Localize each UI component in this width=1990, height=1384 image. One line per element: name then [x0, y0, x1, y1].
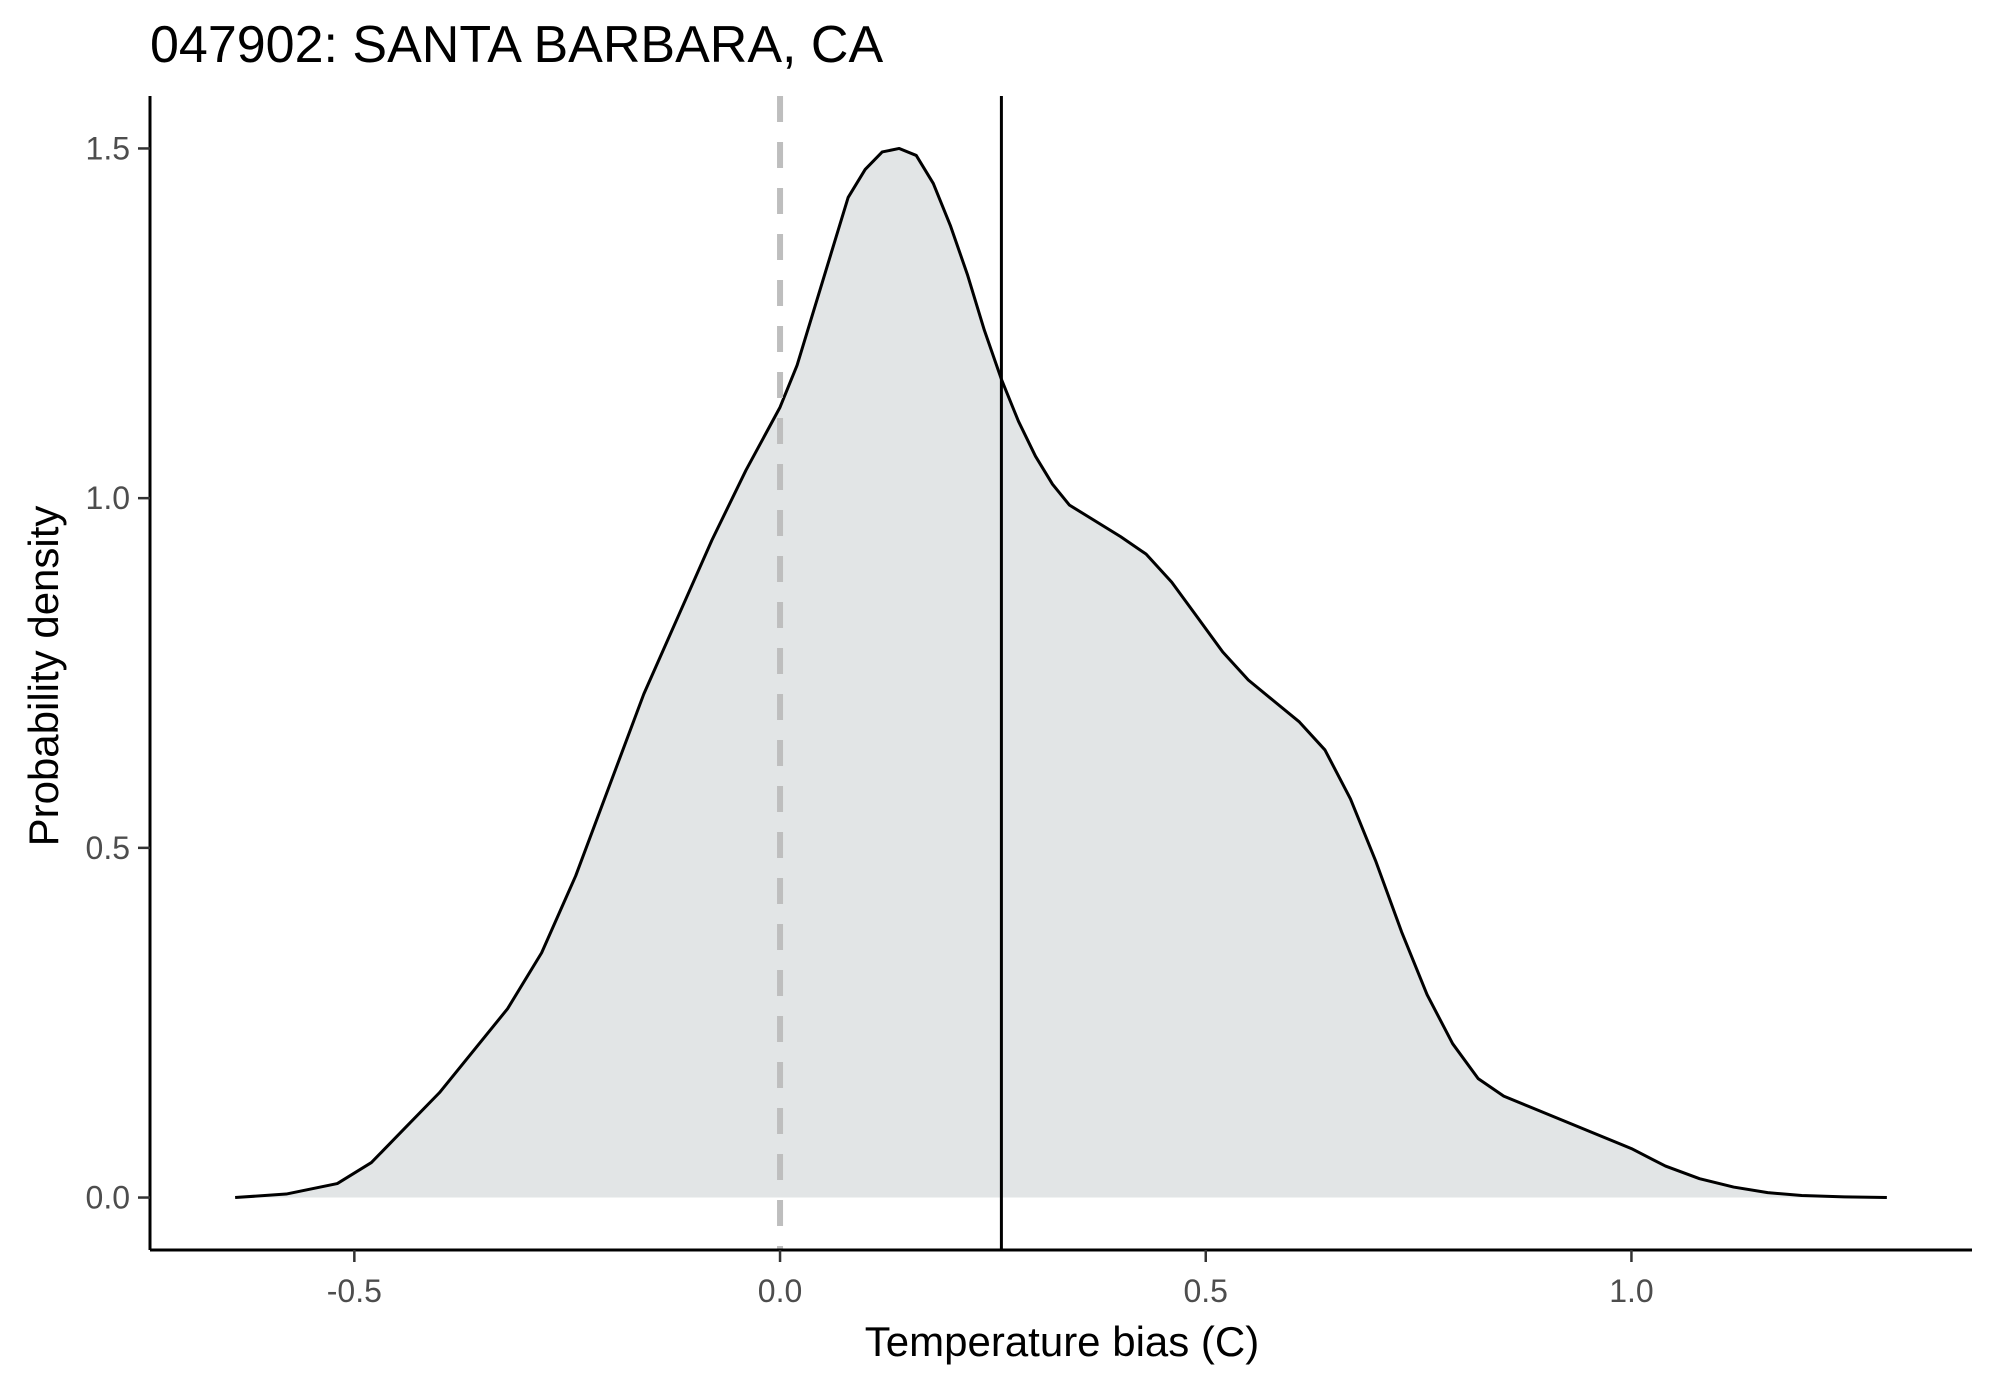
x-tick-label: 1.0 — [1609, 1273, 1653, 1309]
y-axis-title: Probability density — [20, 506, 67, 847]
y-tick-label: 1.0 — [86, 480, 130, 516]
x-tick-label: 0.0 — [758, 1273, 802, 1309]
y-axis: 0.0 0.5 1.0 1.5 — [86, 96, 152, 1250]
plot-area — [235, 96, 1887, 1250]
y-tick-label: 0.0 — [86, 1180, 130, 1216]
density-area — [235, 148, 1887, 1198]
density-line — [235, 146, 1887, 1200]
y-tick-label: 0.5 — [86, 830, 130, 866]
y-tick-label: 1.5 — [86, 130, 130, 166]
x-tick-label: 0.5 — [1183, 1273, 1227, 1309]
x-axis: -0.5 0.0 0.5 1.0 — [150, 1248, 1972, 1309]
x-axis-title: Temperature bias (C) — [865, 1318, 1259, 1365]
x-tick-label: -0.5 — [327, 1273, 382, 1309]
chart-title: 047902: SANTA BARBARA, CA — [150, 16, 883, 74]
